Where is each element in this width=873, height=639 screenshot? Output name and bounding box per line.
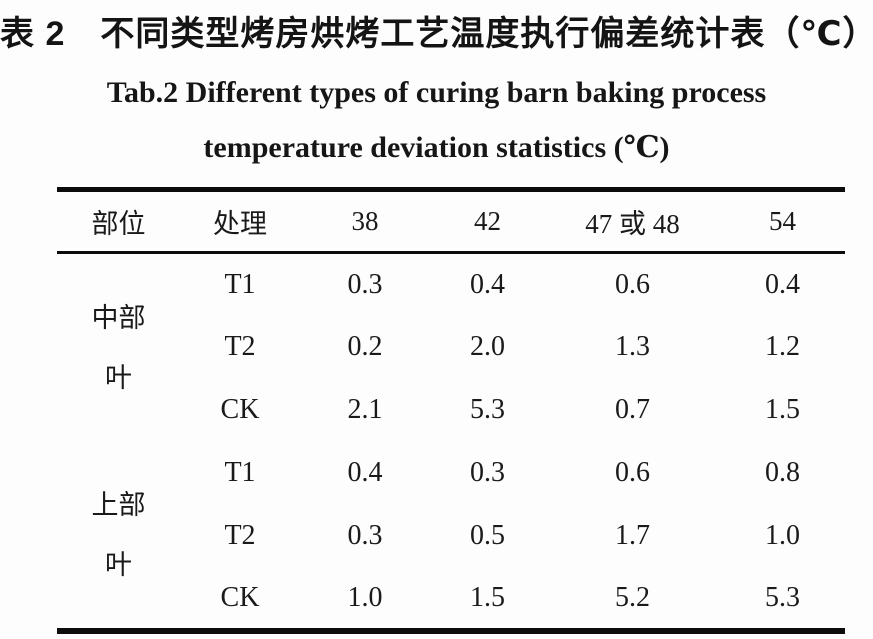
- col-header-treatment: 处理: [180, 189, 300, 254]
- temperature-deviation-table: 部位 处理 38 42 47 或 48 54 中部 叶 T1 0.3 0.4 0…: [57, 187, 845, 634]
- group-label-middle-leaf: 中部 叶: [57, 253, 180, 442]
- value-cell: 1.7: [615, 520, 650, 551]
- value-cell: 0.4: [347, 457, 383, 488]
- group-label-line1: 中部: [91, 302, 146, 333]
- treatment-cell: T1: [224, 457, 256, 488]
- value-cell: 2.0: [470, 331, 505, 362]
- value-cell: 1.0: [765, 520, 800, 551]
- value-cell: 0.7: [615, 394, 650, 425]
- value-cell: 5.3: [765, 581, 800, 613]
- table-row: CK 2.1 5.3 0.7 1.5: [57, 379, 845, 442]
- value-cell: 1.2: [765, 331, 800, 362]
- col-header-54: 54: [720, 189, 845, 254]
- value-cell: 0.5: [470, 520, 505, 551]
- col-header-38: 38: [300, 189, 430, 254]
- value-cell: 0.4: [470, 268, 505, 300]
- value-cell: 0.6: [615, 268, 650, 300]
- col-header-47-48: 47 或 48: [545, 189, 720, 254]
- value-cell: 0.3: [470, 457, 505, 488]
- table-row: 上部 叶 T1 0.4 0.3 0.6 0.8: [57, 442, 845, 580]
- value-cell: 0.3: [347, 268, 383, 300]
- value-cell: 1.5: [765, 394, 800, 425]
- value-cell: 0.6: [615, 457, 650, 488]
- table-caption-english: Tab.2 Different types of curing barn bak…: [0, 76, 873, 165]
- group-label-upper-leaf: 上部 叶: [57, 442, 180, 631]
- table-row: CK 1.0 1.5 5.2 5.3: [57, 568, 845, 631]
- col-header-42: 42: [430, 189, 545, 254]
- table-caption-chinese: 表 2 不同类型烤房烘烤工艺温度执行偏差统计表（℃）: [0, 15, 873, 53]
- value-cell: 0.2: [347, 331, 383, 362]
- value-cell: 5.2: [615, 581, 650, 613]
- header-row: 部位 处理 38 42 47 或 48 54: [57, 189, 845, 254]
- treatment-cell: CK: [220, 394, 260, 425]
- value-cell: 1.5: [470, 581, 505, 613]
- treatment-cell: T1: [224, 268, 256, 300]
- value-cell: 1.3: [615, 331, 650, 362]
- value-cell: 0.3: [347, 520, 383, 551]
- caption-english-line2: temperature deviation statistics (℃): [203, 131, 670, 164]
- value-cell: 0.8: [765, 457, 800, 488]
- treatment-cell: T2: [224, 331, 256, 362]
- value-cell: 2.1: [347, 394, 383, 425]
- table-row: 中部 叶 T1 0.3 0.4 0.6 0.4: [57, 253, 845, 393]
- col-header-part: 部位: [57, 189, 180, 254]
- treatment-cell: CK: [220, 581, 260, 613]
- value-cell: 0.4: [765, 268, 800, 300]
- group-label-line2: 叶: [105, 549, 132, 580]
- caption-english-line1: Tab.2 Different types of curing barn bak…: [106, 76, 767, 109]
- group-label-line1: 上部: [91, 489, 146, 520]
- value-cell: 5.3: [470, 394, 505, 425]
- table-row: T2 0.3 0.5 1.7 1.0: [57, 505, 845, 568]
- value-cell: 1.0: [347, 581, 383, 613]
- treatment-cell: T2: [224, 520, 256, 551]
- group-label-line2: 叶: [105, 362, 132, 393]
- table-row: T2 0.2 2.0 1.3 1.2: [57, 316, 845, 379]
